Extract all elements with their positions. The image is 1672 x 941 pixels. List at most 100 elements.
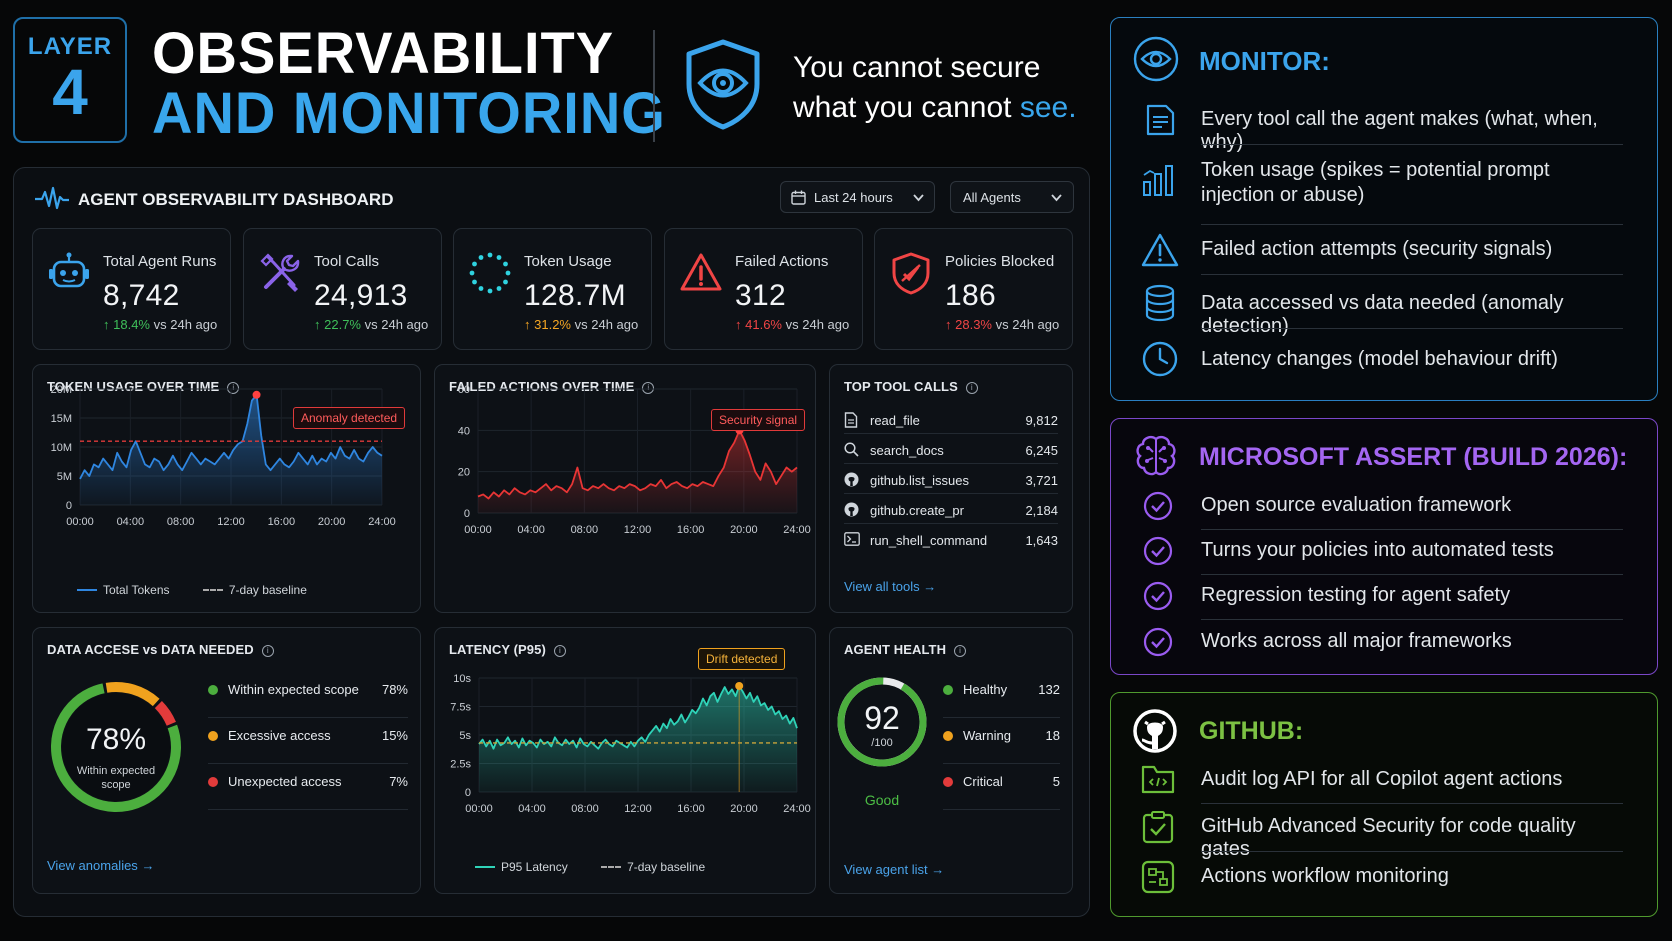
kpi-card-total-agent-runs[interactable]: Total Agent Runs 8,742 ↑ 18.4% vs 24h ag… [32, 228, 231, 350]
page-title-line2: AND MONITORING [152, 79, 666, 146]
x-tick-label: 12:00 [217, 516, 245, 528]
info-icon[interactable]: i [261, 645, 274, 657]
kpi-card-tool-calls[interactable]: Tool Calls 24,913 ↑ 22.7% vs 24h ago [243, 228, 442, 350]
tool-count: 9,812 [1025, 413, 1058, 428]
failed-actions-card: FAILED ACTIONS OVER TIME i 0 20 40 60 00:00 04… [434, 364, 816, 613]
info-icon[interactable]: i [965, 382, 978, 394]
tool-row[interactable]: read_file 9,812 [844, 405, 1058, 434]
github-panel: GITHUB: Audit log API for all Copilot ag… [1110, 692, 1658, 917]
token-icon [469, 252, 511, 294]
donut-center-label: Within expected scope [47, 764, 185, 792]
time-range-dropdown[interactable]: Last 24 hours [780, 181, 935, 213]
x-tick-label: 00:00 [465, 803, 493, 815]
monitor-item: Every tool call the agent makes (what, w… [1201, 108, 1598, 153]
tool-name: github.list_issues [870, 473, 969, 488]
y-tick-label: 40 [458, 425, 470, 437]
legend-line-swatch [475, 866, 495, 868]
github-item: Actions workflow monitoring [1201, 865, 1449, 887]
x-tick-label: 12:00 [624, 803, 652, 815]
info-icon[interactable]: i [553, 645, 566, 657]
legend-dot [208, 777, 218, 787]
tool-name: search_docs [870, 443, 944, 458]
x-tick-label: 04:00 [517, 524, 545, 536]
shield-block-icon [892, 252, 930, 295]
tool-name: github.create_pr [870, 503, 964, 518]
view-anomalies-link[interactable]: View anomalies → [47, 858, 154, 873]
monitor-heading: MONITOR: [1199, 46, 1330, 76]
divider [1201, 274, 1623, 275]
data-access-title-text: DATA ACCESE vs DATA NEEDED [47, 642, 254, 657]
agent-filter-value: All Agents [963, 190, 1021, 205]
data-access-label: Unexpected access [228, 774, 342, 789]
legend-dash-swatch [601, 866, 622, 868]
series-line [478, 685, 798, 750]
kpi-label: Total Agent Runs [103, 253, 217, 270]
data-access-label: Excessive access [228, 728, 331, 743]
robot-icon [49, 252, 89, 288]
view-agent-list-link[interactable]: View agent list → [844, 862, 944, 877]
x-tick-label: 24:00 [783, 524, 811, 536]
x-tick-label: 08:00 [167, 516, 195, 528]
arrow-up-icon: ↑ [103, 317, 110, 332]
drift-annotation: Drift detected [698, 648, 786, 670]
y-tick-label: 10s [453, 673, 471, 685]
kpi-label: Tool Calls [314, 253, 380, 270]
arrow-right-icon: → [141, 858, 155, 873]
monitor-item-line2: injection or abuse) [1201, 184, 1365, 206]
latency-chart: 0 2.5s 5s 7.5s 10s 00:00 04:00 08:00 12:00 16:00 2… [450, 673, 811, 815]
legend-p95: P95 Latency [501, 860, 568, 874]
token-usage-title-text: TOKEN USAGE OVER TIME [47, 379, 220, 394]
view-all-tools-link[interactable]: View all tools → [844, 579, 936, 594]
kpi-card-failed-actions[interactable]: Failed Actions 312 ↑ 41.6% vs 24h ago [664, 228, 863, 350]
x-tick-label: 08:00 [571, 524, 599, 536]
health-label: Warning [963, 728, 1011, 743]
dashboard-title: AGENT OBSERVABILITY DASHBOARD [78, 190, 394, 209]
tool-row[interactable]: run_shell_command 1,643 [844, 525, 1058, 554]
legend-dot [208, 685, 218, 695]
divider [1201, 328, 1623, 329]
health-label: Healthy [963, 682, 1008, 697]
failed-actions-chart: 0 20 40 60 00:00 04:00 08:00 12:00 16:00 20:00 24:… [458, 384, 811, 536]
legend-total-tokens: Total Tokens [103, 583, 170, 597]
kpi-change: ↑ 31.2% vs 24h ago [524, 317, 638, 332]
legend-dot [208, 731, 218, 741]
health-count: 5 [1052, 774, 1060, 789]
kpi-change-pct: 22.7% [324, 317, 361, 332]
kpi-change-suffix: vs 24h ago [785, 317, 850, 332]
chevron-down-icon [913, 194, 924, 202]
latency-card: LATENCY (P95) i 0 2.5s 5s 7.5s 10s 00:00 04:00 0… [434, 627, 816, 894]
latency-title-text: LATENCY (P95) [449, 642, 546, 657]
kpi-card-token-usage[interactable]: Token Usage 128.7M ↑ 31.2% vs 24h ago [453, 228, 652, 350]
kpi-card-policies-blocked[interactable]: Policies Blocked 186 ↑ 28.3% vs 24h ago [874, 228, 1073, 350]
info-icon[interactable]: i [954, 645, 967, 657]
tagline: You cannot secure what you cannot see. [793, 48, 1077, 128]
legend-line-swatch [77, 589, 97, 591]
time-range-value: Last 24 hours [814, 190, 893, 205]
kpi-change-pct: 31.2% [534, 317, 571, 332]
kpi-value: 8,742 [103, 279, 180, 312]
kpi-change: ↑ 41.6% vs 24h ago [735, 317, 849, 332]
x-tick-label: 24:00 [368, 516, 396, 528]
file-icon [844, 412, 858, 428]
kpi-value: 128.7M [524, 279, 626, 312]
tool-row[interactable]: github.create_pr 2,184 [844, 495, 1058, 524]
x-tick-label: 04:00 [518, 803, 546, 815]
health-row: Warning 18 [943, 728, 1060, 764]
health-row: Critical 5 [943, 774, 1060, 810]
series-line [79, 393, 383, 480]
data-access-pct: 15% [381, 728, 408, 743]
kpi-value: 186 [945, 279, 996, 312]
agent-filter-dropdown[interactable]: All Agents [950, 181, 1074, 213]
data-access-donut [51, 682, 181, 812]
terminal-icon [844, 532, 860, 546]
tool-name: run_shell_command [870, 533, 988, 548]
x-tick-label: 04:00 [117, 516, 145, 528]
github-heading: GITHUB: [1199, 717, 1304, 745]
bar-chart-icon [1143, 165, 1173, 196]
y-tick-label: 20M [51, 384, 72, 396]
tool-row[interactable]: github.list_issues 3,721 [844, 465, 1058, 494]
y-tick-label: 0 [464, 508, 470, 520]
info-icon[interactable]: i [227, 382, 240, 394]
tool-row[interactable]: search_docs 6,245 [844, 435, 1058, 464]
info-icon[interactable]: i [642, 382, 655, 394]
